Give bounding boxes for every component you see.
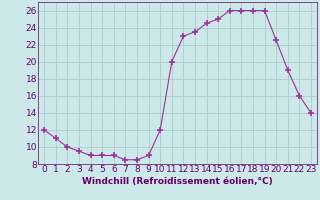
X-axis label: Windchill (Refroidissement éolien,°C): Windchill (Refroidissement éolien,°C) bbox=[82, 177, 273, 186]
